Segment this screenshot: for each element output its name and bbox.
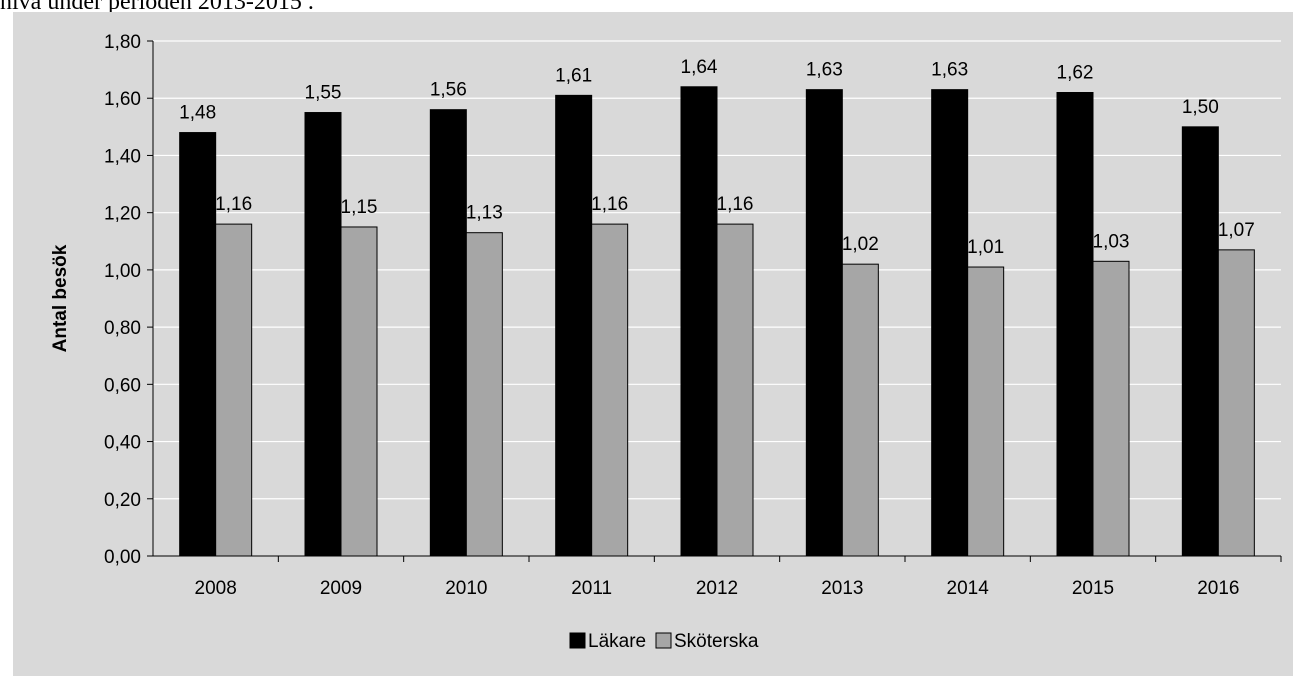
bar-lkare-2009 xyxy=(304,112,342,557)
bar-skterska-2011 xyxy=(591,223,629,557)
y-tick-label: 1,00 xyxy=(104,261,141,282)
y-tick-label: 0,60 xyxy=(104,375,141,396)
legend-label: Sköterska xyxy=(674,631,759,652)
x-tick-label: 2013 xyxy=(821,578,863,599)
intro-text: nivå under perioden 2013-2015 . xyxy=(0,0,314,15)
data-label: 1,55 xyxy=(305,83,342,104)
legend-swatch-lkare xyxy=(569,632,586,649)
data-label: 1,61 xyxy=(555,65,592,86)
y-axis-title: Antal besök xyxy=(50,244,71,352)
bar-skterska-2009 xyxy=(340,226,378,557)
data-label: 1,56 xyxy=(430,80,467,101)
bar-skterska-2012 xyxy=(716,223,754,557)
bar-lkare-2012 xyxy=(680,86,718,557)
data-label: 1,16 xyxy=(717,194,754,215)
x-tick-label: 2011 xyxy=(571,578,612,599)
y-tick-label: 0,20 xyxy=(104,490,141,511)
data-label: 1,62 xyxy=(1057,63,1094,84)
x-tick-label: 2014 xyxy=(947,578,990,599)
bar-lkare-2013 xyxy=(805,89,843,557)
data-label: 1,01 xyxy=(967,237,1004,258)
y-tick-label: 1,40 xyxy=(104,146,141,167)
x-tick-label: 2008 xyxy=(195,578,237,599)
bar-lkare-2014 xyxy=(931,89,969,557)
bar-skterska-2015 xyxy=(1092,260,1130,557)
x-tick-label: 2012 xyxy=(696,578,738,599)
data-label: 1,48 xyxy=(179,103,216,124)
bar-lkare-2011 xyxy=(555,94,593,557)
data-label: 1,02 xyxy=(842,234,879,255)
data-label: 1,07 xyxy=(1218,220,1255,241)
bar-skterska-2013 xyxy=(841,263,879,557)
bar-lkare-2010 xyxy=(429,109,467,557)
y-tick-label: 1,80 xyxy=(104,32,141,53)
data-label: 1,63 xyxy=(806,60,843,81)
bar-skterska-2010 xyxy=(465,232,503,557)
data-label: 1,50 xyxy=(1182,97,1219,118)
data-label: 1,16 xyxy=(215,194,252,215)
x-tick-label: 2009 xyxy=(320,578,362,599)
bar-skterska-2016 xyxy=(1217,249,1255,557)
y-tick-label: 0,00 xyxy=(104,547,141,568)
y-tick-label: 1,20 xyxy=(104,204,141,225)
bar-lkare-2008 xyxy=(179,132,217,557)
x-tick-label: 2016 xyxy=(1197,578,1239,599)
data-label: 1,03 xyxy=(1093,231,1130,252)
y-tick-label: 1,60 xyxy=(104,89,141,110)
bar-skterska-2014 xyxy=(967,266,1005,557)
x-tick-label: 2015 xyxy=(1072,578,1114,599)
data-label: 1,15 xyxy=(341,197,378,218)
y-tick-label: 0,80 xyxy=(104,318,141,339)
x-tick-label: 2010 xyxy=(445,578,487,599)
bar-skterska-2008 xyxy=(215,223,253,557)
data-label: 1,16 xyxy=(591,194,628,215)
data-label: 1,63 xyxy=(931,60,968,81)
bar-lkare-2015 xyxy=(1056,92,1094,557)
legend-label: Läkare xyxy=(588,631,646,652)
data-label: 1,13 xyxy=(466,203,503,224)
bar-lkare-2016 xyxy=(1181,126,1219,557)
legend-swatch-skterska xyxy=(655,632,672,649)
y-tick-label: 0,40 xyxy=(104,433,141,454)
data-label: 1,64 xyxy=(681,57,718,78)
